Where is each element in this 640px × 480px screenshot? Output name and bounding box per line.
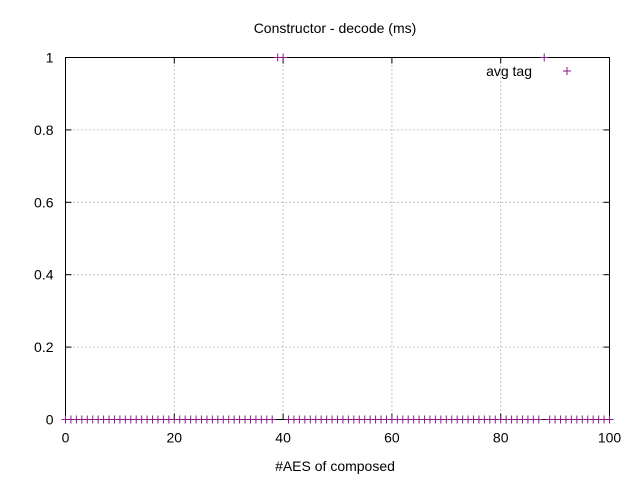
data-point xyxy=(279,53,288,62)
x-tick-label: 20 xyxy=(167,430,183,446)
x-tick-label: 40 xyxy=(275,430,291,446)
x-tick-label: 100 xyxy=(598,430,622,446)
legend: avg tag xyxy=(486,63,571,79)
x-tick-label: 60 xyxy=(384,430,400,446)
y-tick-label: 0.8 xyxy=(34,122,54,138)
data-point xyxy=(268,415,277,424)
data-point xyxy=(540,53,549,62)
tick-labels: 0 20 40 60 80 100 0 0.2 0.4 0.6 0.8 1 xyxy=(34,50,621,446)
grid-lines xyxy=(65,57,610,420)
data-point xyxy=(605,415,614,424)
data-points xyxy=(61,53,614,424)
tick-marks xyxy=(65,57,610,420)
x-axis-label: #AES of composed xyxy=(275,458,395,474)
y-tick-label: 0.2 xyxy=(34,339,54,355)
x-tick-label: 80 xyxy=(493,430,509,446)
y-tick-label: 0.6 xyxy=(34,194,54,210)
chart-title: Constructor - decode (ms) xyxy=(254,20,417,36)
plot-frame xyxy=(65,57,610,420)
x-tick-label: 0 xyxy=(62,430,70,446)
legend-label-avg-tag: avg tag xyxy=(486,63,532,79)
y-tick-label: 1 xyxy=(46,50,54,66)
y-tick-label: 0 xyxy=(46,412,54,428)
y-tick-label: 0.4 xyxy=(34,267,54,283)
data-point xyxy=(534,415,543,424)
legend-marker-avg-tag xyxy=(563,67,571,75)
